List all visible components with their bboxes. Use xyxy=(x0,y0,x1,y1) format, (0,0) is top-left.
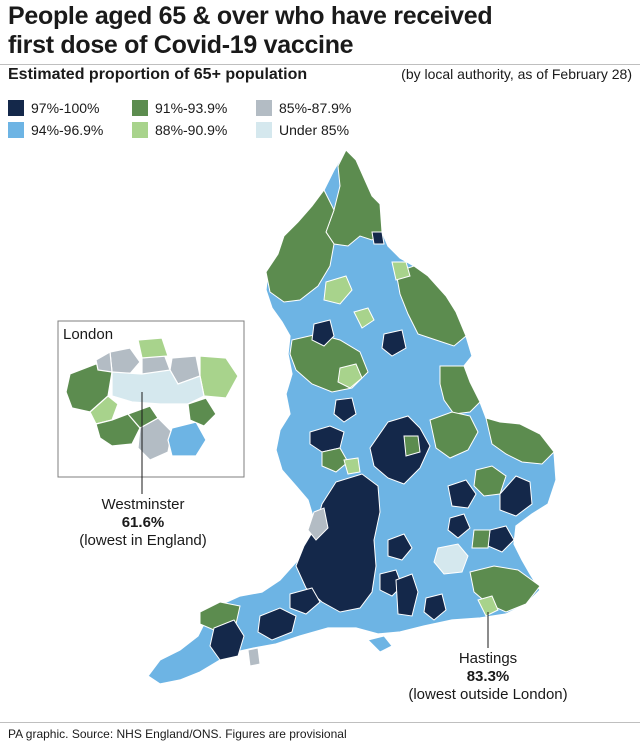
legend-swatch xyxy=(256,100,272,116)
london-south-green xyxy=(126,405,159,429)
region-birmingham-green xyxy=(321,447,349,473)
london-boroughs xyxy=(65,337,239,461)
region-somerset-dark xyxy=(289,587,321,615)
london-south-west-green xyxy=(95,413,141,447)
region-fens-dark xyxy=(447,479,477,509)
region-nottingham-green xyxy=(403,435,421,457)
england-map: London xyxy=(57,149,557,685)
legend-swatch xyxy=(8,100,24,116)
legend-item-91-93-9: 91%-93.9% xyxy=(132,100,256,116)
london-south-west-light xyxy=(89,395,119,425)
legend-swatch xyxy=(132,122,148,138)
region-leicestershire-dark xyxy=(369,415,431,485)
legend-item-88-90-9: 88%-90.9% xyxy=(132,122,256,138)
london-inset-label: London xyxy=(63,326,113,343)
region-hastings-light xyxy=(477,595,499,617)
region-lakes-dark xyxy=(311,319,335,347)
region-west-midlands-light xyxy=(343,457,361,475)
region-cumbria xyxy=(265,189,335,303)
london-north-light xyxy=(137,337,169,359)
hastings-note: (lowest outside London) xyxy=(408,686,568,703)
source-note: PA graphic. Source: NHS England/ONS. Fig… xyxy=(0,722,640,741)
hastings-place: Hastings xyxy=(458,650,518,667)
region-north-yorkshire-coast xyxy=(395,265,467,347)
region-hampshire-dark xyxy=(395,573,419,617)
legend-label: 94%-96.9% xyxy=(31,122,104,138)
region-staffordshire-dark xyxy=(333,397,357,423)
chart-title: People aged 65 & over who have received … xyxy=(8,2,568,60)
region-teesside xyxy=(391,261,411,281)
region-lincolnshire-green xyxy=(429,411,479,459)
region-norfolk-green xyxy=(485,417,555,465)
region-oxford-dark xyxy=(387,533,413,561)
legend-label: Under 85% xyxy=(279,122,350,138)
region-suffolk-dark xyxy=(499,475,533,517)
hastings-annotation: Hastings 83.3% (lowest outside London) xyxy=(388,650,588,704)
region-cambridge-dark xyxy=(447,513,471,539)
westminster-place: Westminster xyxy=(101,496,185,513)
legend-item-97-100: 97%-100% xyxy=(8,100,132,116)
legend-label: 85%-87.9% xyxy=(279,100,352,116)
region-york-dark xyxy=(381,329,407,357)
region-isle-of-wight xyxy=(367,635,393,653)
region-central-south-dark xyxy=(295,473,381,613)
legend-item-under-85: Under 85% xyxy=(256,122,396,138)
westminster-annotation: Westminster 61.6% (lowest in England) xyxy=(58,496,228,550)
region-essex-green xyxy=(471,529,491,549)
legend-item-94-96-9: 94%-96.9% xyxy=(8,122,132,138)
region-bristol-grey xyxy=(307,507,329,541)
region-dorset-dark xyxy=(257,607,297,641)
westminster-note: (lowest in England) xyxy=(79,532,207,549)
london-centre xyxy=(111,369,205,405)
hastings-value: 83.3% xyxy=(466,668,510,685)
as-of-note: (by local authority, as of February 28) xyxy=(401,66,632,82)
legend-swatch xyxy=(256,122,272,138)
legend-swatch xyxy=(132,100,148,116)
region-manchester-light xyxy=(337,363,363,389)
title-divider xyxy=(0,64,640,65)
region-tyneside xyxy=(371,231,385,245)
region-surrey-dark xyxy=(423,593,447,621)
region-eden xyxy=(323,275,353,305)
title-line-1: People aged 65 & over who have received xyxy=(8,2,493,30)
legend: 97%-100% 91%-93.9% 85%-87.9% 94%-96.9% 8… xyxy=(8,100,396,138)
london-east-green xyxy=(187,397,217,427)
region-plymouth-grey xyxy=(247,647,261,667)
subtitle: Estimated proportion of 65+ population xyxy=(8,66,308,83)
westminster-value: 61.6% xyxy=(121,514,165,531)
region-devon-dark xyxy=(209,619,245,661)
region-northumberland xyxy=(325,149,383,247)
region-yorkshire-light xyxy=(353,307,375,329)
title-line-2: first dose of Covid-19 vaccine xyxy=(8,31,354,59)
legend-label: 91%-93.9% xyxy=(155,100,228,116)
legend-label: 88%-90.9% xyxy=(155,122,228,138)
region-london xyxy=(433,543,469,575)
region-east-riding xyxy=(439,365,481,415)
legend-label: 97%-100% xyxy=(31,100,100,116)
legend-item-85-87-9: 85%-87.9% xyxy=(256,100,396,116)
legend-swatch xyxy=(8,122,24,138)
